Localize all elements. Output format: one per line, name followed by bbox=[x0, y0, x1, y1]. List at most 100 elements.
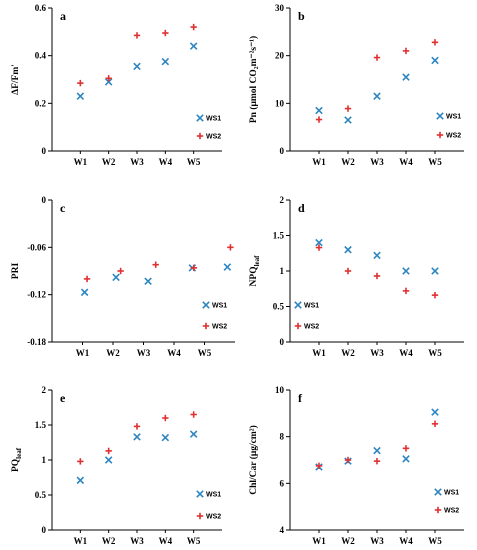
data-point-ws2 bbox=[402, 287, 410, 295]
panel-letter: e bbox=[60, 391, 66, 405]
legend-marker-ws1 bbox=[196, 114, 204, 122]
legend-label-ws2: WS2 bbox=[206, 514, 221, 521]
data-point-ws1 bbox=[431, 267, 439, 275]
data-point-ws1 bbox=[344, 116, 352, 124]
legend-marker-ws2 bbox=[294, 322, 302, 330]
legend-marker-ws1 bbox=[294, 301, 302, 309]
data-point-ws2 bbox=[190, 411, 197, 418]
data-point-ws1 bbox=[315, 106, 323, 115]
legend-marker-ws2 bbox=[196, 512, 204, 520]
x-tick-label: W4 bbox=[159, 536, 173, 546]
data-point-ws2 bbox=[117, 267, 124, 275]
y-axis-label: Chl/Car (μg/cm²) bbox=[248, 425, 259, 495]
data-point-ws2 bbox=[373, 54, 381, 61]
y-tick-label: 0.6 bbox=[35, 3, 47, 13]
data-point-ws2 bbox=[402, 47, 410, 55]
data-point-ws2 bbox=[133, 32, 141, 39]
x-tick-label: W4 bbox=[399, 157, 413, 167]
panel-letter: d bbox=[298, 201, 305, 215]
panel-a: 0 0.2 0.4 0.6 W1 W2 W3 W4 W5 a ΔF/Fm' WS1 WS2 bbox=[11, 3, 222, 167]
data-point-ws2 bbox=[77, 458, 84, 465]
legend: WS1 WS2 bbox=[196, 114, 221, 141]
data-point-ws2 bbox=[105, 447, 112, 455]
x-tick-label: W4 bbox=[159, 157, 173, 167]
data-point-ws1 bbox=[80, 288, 89, 297]
data-point-ws2 bbox=[162, 29, 169, 37]
y-tick-label: 6 bbox=[280, 478, 285, 488]
data-point-ws1 bbox=[431, 408, 439, 416]
data-point-ws1 bbox=[373, 92, 381, 100]
x-tick-label: W5 bbox=[428, 536, 442, 546]
x-tick-label: W3 bbox=[130, 536, 144, 546]
x-tick-label: W5 bbox=[198, 348, 212, 358]
legend-label-ws2: WS2 bbox=[444, 508, 459, 515]
data-point-ws2 bbox=[133, 423, 141, 430]
y-tick-label: 0.5 bbox=[35, 490, 47, 500]
panel-e: 0 0.5 1 1.5 2 W1 W2 W3 W4 W5 e PQleaf WS1 WS2 bbox=[11, 385, 222, 546]
x-tick-label: W3 bbox=[370, 536, 384, 546]
y-tick-label: 8 bbox=[280, 432, 285, 442]
x-tick-label: W2 bbox=[102, 157, 116, 167]
data-point-ws1 bbox=[431, 56, 439, 65]
legend-label-ws2: WS2 bbox=[304, 324, 319, 331]
data-point-ws1 bbox=[402, 455, 410, 463]
data-point-ws2 bbox=[162, 414, 169, 422]
legend-marker-ws2 bbox=[196, 132, 204, 140]
data-point-ws1 bbox=[104, 78, 113, 86]
data-point-ws1 bbox=[76, 92, 85, 100]
data-point-ws1 bbox=[344, 245, 352, 254]
y-tick-label: 1 bbox=[42, 455, 47, 465]
x-tick-label: W1 bbox=[312, 348, 326, 358]
panel-letter: a bbox=[60, 9, 66, 23]
data-point-ws2 bbox=[190, 264, 198, 272]
x-tick-label: W4 bbox=[399, 348, 413, 358]
legend-marker-ws2 bbox=[202, 322, 210, 330]
x-tick-label: W2 bbox=[102, 536, 116, 546]
data-point-ws1 bbox=[161, 57, 170, 66]
y-tick-label: 2 bbox=[280, 195, 285, 205]
x-tick-label: W3 bbox=[370, 348, 384, 358]
legend-label-ws1: WS1 bbox=[206, 116, 221, 123]
data-point-ws1 bbox=[373, 251, 381, 260]
data-point-ws1 bbox=[223, 263, 232, 271]
x-tick-label: W3 bbox=[137, 348, 151, 358]
data-point-ws2 bbox=[431, 39, 439, 46]
x-tick-label: W2 bbox=[341, 348, 355, 358]
data-point-ws2 bbox=[227, 244, 234, 251]
panel-letter: b bbox=[298, 9, 305, 23]
x-tick-label: W4 bbox=[399, 536, 413, 546]
data-point-ws1 bbox=[189, 430, 198, 438]
data-point-ws2 bbox=[315, 244, 323, 251]
x-tick-label: W3 bbox=[370, 157, 384, 167]
data-point-ws1 bbox=[133, 62, 141, 71]
x-tick-label: W1 bbox=[312, 157, 326, 167]
y-tick-label: -0.06 bbox=[27, 242, 46, 252]
data-point-ws2 bbox=[373, 272, 381, 280]
x-tick-label: W3 bbox=[130, 157, 144, 167]
data-point-ws2 bbox=[431, 420, 439, 428]
data-point-ws2 bbox=[373, 457, 381, 465]
data-point-ws2 bbox=[344, 456, 352, 464]
y-axis-label: PRI bbox=[11, 263, 21, 280]
y-axis-label: Pn (μmol CO₂m⁻²s⁻¹) bbox=[248, 36, 259, 123]
data-point-ws2 bbox=[344, 105, 352, 112]
x-tick-label: W2 bbox=[341, 536, 355, 546]
data-point-ws2 bbox=[105, 75, 112, 82]
y-tick-label: 0.2 bbox=[35, 98, 47, 108]
legend-marker-ws1 bbox=[434, 488, 442, 496]
legend-marker-ws1 bbox=[202, 301, 210, 309]
legend-label-ws2: WS2 bbox=[446, 133, 461, 140]
legend-label-ws1: WS1 bbox=[206, 492, 221, 499]
y-tick-label: 0 bbox=[280, 337, 285, 347]
legend-marker-ws1 bbox=[196, 490, 204, 498]
legend-label-ws1: WS1 bbox=[212, 303, 227, 310]
data-point-ws2 bbox=[344, 267, 352, 275]
panel-b: 0 10 20 30 W1 W2 W3 W4 W5 b Pn (μmol CO₂m⁻²s⁻¹) WS1… bbox=[248, 3, 464, 167]
y-tick-label: 20 bbox=[275, 51, 285, 61]
y-tick-label: 10 bbox=[275, 98, 285, 108]
legend-label-ws2: WS2 bbox=[206, 134, 221, 141]
data-point-ws2 bbox=[402, 445, 410, 452]
data-point-ws1 bbox=[373, 446, 381, 455]
y-tick-label: 1.5 bbox=[273, 231, 285, 241]
